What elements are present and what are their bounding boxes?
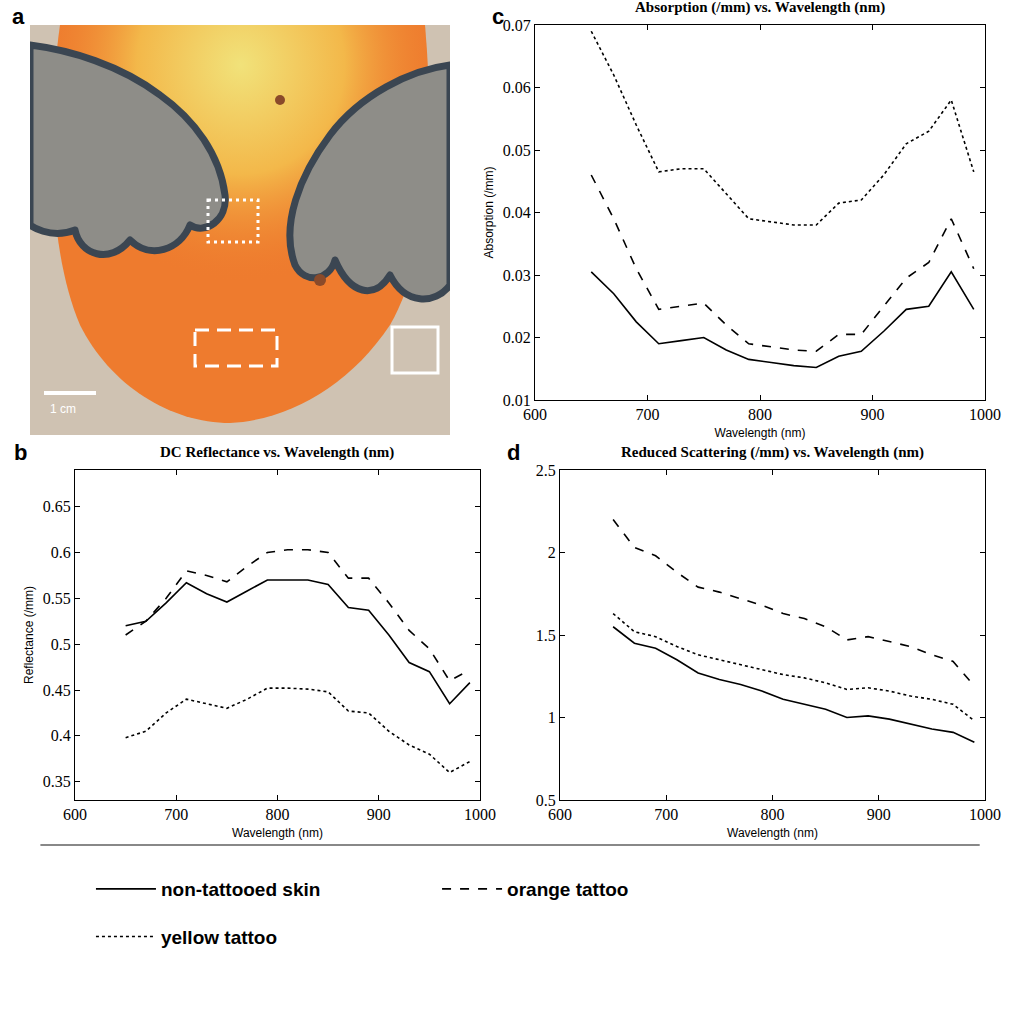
svg-text:1000: 1000 <box>969 406 1001 423</box>
svg-text:Wavelength (nm): Wavelength (nm) <box>727 826 818 840</box>
svg-text:0.04: 0.04 <box>503 204 531 221</box>
svg-text:yellow tattoo: yellow tattoo <box>161 927 277 948</box>
svg-text:800: 800 <box>266 806 290 823</box>
svg-text:600: 600 <box>523 406 547 423</box>
svg-text:0.65: 0.65 <box>43 498 71 515</box>
svg-text:0.5: 0.5 <box>51 636 71 653</box>
svg-text:Reflectance (/mm): Reflectance (/mm) <box>22 586 36 684</box>
svg-text:0.02: 0.02 <box>503 329 531 346</box>
svg-text:c: c <box>492 4 504 29</box>
svg-text:Absorption (/mm) vs. Wavelengt: Absorption (/mm) vs. Wavelength (nm) <box>635 0 885 16</box>
svg-text:0.4: 0.4 <box>51 727 71 744</box>
svg-text:0.55: 0.55 <box>43 590 71 607</box>
svg-text:0.6: 0.6 <box>51 544 71 561</box>
svg-text:non-tattooed skin: non-tattooed skin <box>161 879 320 900</box>
svg-text:0.06: 0.06 <box>503 79 531 96</box>
svg-text:1: 1 <box>548 709 556 726</box>
svg-text:1 cm: 1 cm <box>50 402 76 416</box>
svg-text:0.5: 0.5 <box>536 792 556 809</box>
svg-text:900: 900 <box>867 806 891 823</box>
svg-text:700: 700 <box>164 806 188 823</box>
svg-text:orange tattoo: orange tattoo <box>507 879 628 900</box>
svg-text:b: b <box>14 440 27 465</box>
svg-text:800: 800 <box>748 406 772 423</box>
svg-text:2: 2 <box>548 544 556 561</box>
svg-text:900: 900 <box>861 406 885 423</box>
svg-text:0.03: 0.03 <box>503 267 531 284</box>
svg-text:0.01: 0.01 <box>503 392 531 409</box>
svg-text:Wavelength (nm): Wavelength (nm) <box>715 426 806 440</box>
svg-text:Absorption (/mm): Absorption (/mm) <box>482 166 496 258</box>
svg-text:0.45: 0.45 <box>43 682 71 699</box>
svg-text:1.5: 1.5 <box>536 627 556 644</box>
svg-text:Wavelength (nm): Wavelength (nm) <box>232 826 323 840</box>
svg-text:Reduced Scattering (/mm) vs. W: Reduced Scattering (/mm) vs. Wavelength … <box>621 444 924 461</box>
svg-text:900: 900 <box>367 806 391 823</box>
svg-text:0.05: 0.05 <box>503 142 531 159</box>
svg-text:1000: 1000 <box>969 806 1001 823</box>
svg-text:600: 600 <box>548 806 572 823</box>
svg-text:2.5: 2.5 <box>536 462 556 479</box>
svg-text:700: 700 <box>654 806 678 823</box>
svg-text:800: 800 <box>761 806 785 823</box>
svg-text:0.07: 0.07 <box>503 17 531 34</box>
svg-text:a: a <box>12 4 25 29</box>
svg-text:d: d <box>507 440 520 465</box>
svg-text:1000: 1000 <box>464 806 496 823</box>
svg-text:600: 600 <box>63 806 87 823</box>
svg-text:0.35: 0.35 <box>43 773 71 790</box>
svg-text:700: 700 <box>636 406 660 423</box>
svg-text:DC Reflectance vs. Wavelength: DC Reflectance vs. Wavelength (nm) <box>160 444 394 461</box>
